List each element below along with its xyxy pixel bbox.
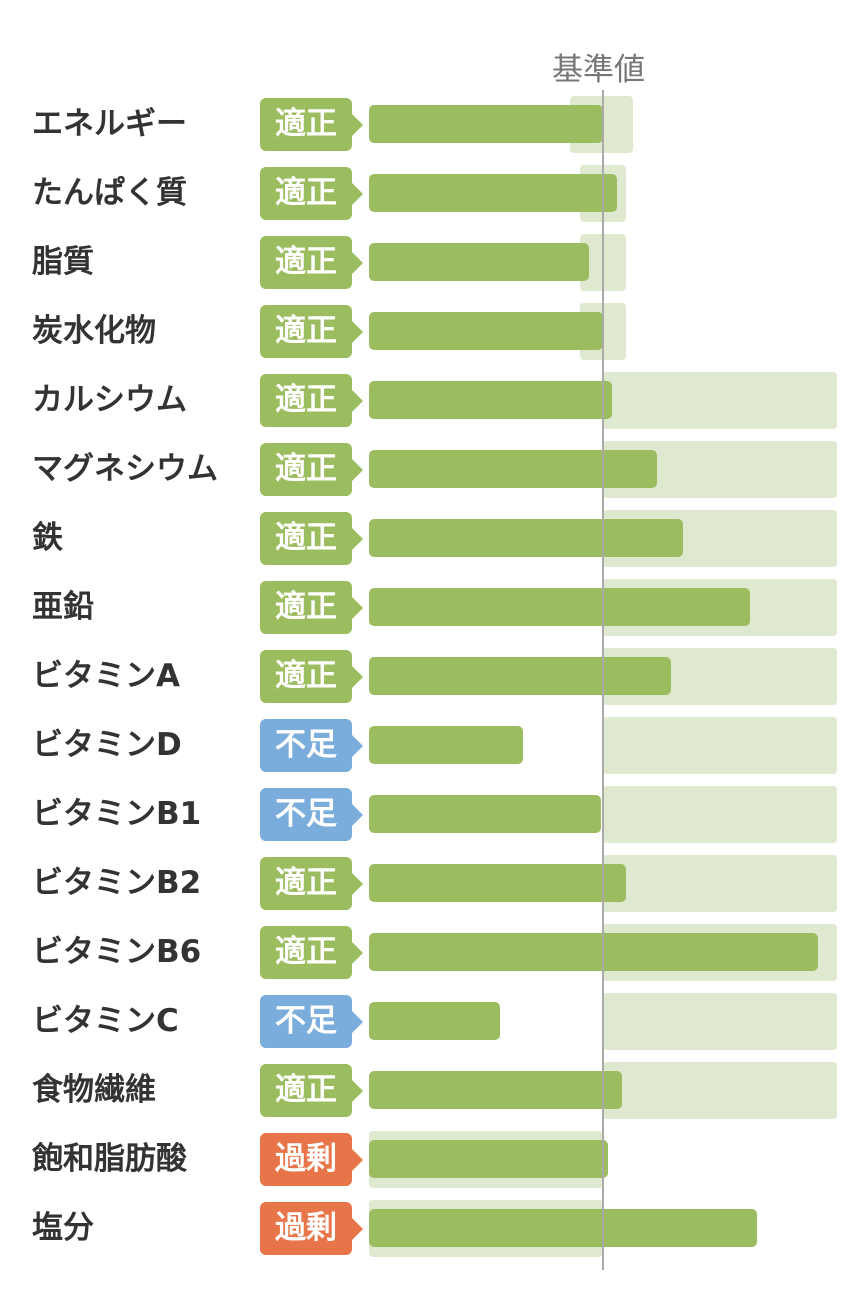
nutrient-label: 亜鉛 — [32, 589, 94, 625]
nutrient-label: 鉄 — [32, 520, 63, 556]
target-range — [603, 855, 837, 912]
nutrient-label: ビタミンD — [32, 727, 182, 763]
status-badge: 適正 — [260, 650, 363, 703]
nutrient-label: 塩分 — [32, 1210, 94, 1246]
value-bar — [369, 1140, 608, 1178]
nutrient-label: ビタミンB6 — [32, 934, 202, 970]
chart-row: 飽和脂肪酸 過剰 — [0, 1125, 868, 1194]
chart-row: 塩分 過剰 — [0, 1194, 868, 1263]
chart-row: ビタミンC 不足 — [0, 987, 868, 1056]
value-bar — [369, 105, 603, 143]
nutrient-label: 飽和脂肪酸 — [32, 1141, 187, 1177]
nutrient-label: カルシウム — [32, 382, 187, 418]
value-bar — [369, 1002, 501, 1040]
reference-label: 基準値 — [552, 52, 645, 88]
status-badge: 適正 — [260, 305, 363, 358]
chart-row: ビタミンB1 不足 — [0, 780, 868, 849]
status-badge: 適正 — [260, 926, 363, 979]
status-badge: 適正 — [260, 443, 363, 496]
chart-row: 鉄 適正 — [0, 504, 868, 573]
status-badge: 適正 — [260, 581, 363, 634]
target-range — [603, 993, 837, 1050]
chart-row: エネルギー 適正 — [0, 90, 868, 159]
nutrient-label: たんぱく質 — [32, 175, 187, 211]
status-badge: 適正 — [260, 1064, 363, 1117]
chart-row: ビタミンB6 適正 — [0, 918, 868, 987]
status-badge: 過剰 — [260, 1133, 363, 1186]
value-bar — [369, 381, 613, 419]
nutrient-label: エネルギー — [32, 106, 187, 142]
value-bar — [369, 243, 589, 281]
value-bar — [369, 450, 657, 488]
value-bar — [369, 657, 671, 695]
value-bar — [369, 864, 627, 902]
chart-row: マグネシウム 適正 — [0, 435, 868, 504]
value-bar — [369, 174, 618, 212]
chart-row: 亜鉛 適正 — [0, 573, 868, 642]
status-badge: 適正 — [260, 236, 363, 289]
status-badge: 適正 — [260, 857, 363, 910]
value-bar — [369, 1209, 758, 1247]
target-range — [603, 372, 837, 429]
value-bar — [369, 519, 683, 557]
chart-row: 脂質 適正 — [0, 228, 868, 297]
value-bar — [369, 312, 603, 350]
status-badge: 適正 — [260, 98, 363, 151]
value-bar — [369, 588, 751, 626]
nutrient-label: ビタミンC — [32, 1003, 179, 1039]
status-badge: 不足 — [260, 719, 363, 772]
nutrient-label: ビタミンB1 — [32, 796, 202, 832]
chart-row: ビタミンA 適正 — [0, 642, 868, 711]
target-range — [603, 1062, 837, 1119]
chart-row: ビタミンB2 適正 — [0, 849, 868, 918]
chart-row: 炭水化物 適正 — [0, 297, 868, 366]
chart-row: カルシウム 適正 — [0, 366, 868, 435]
nutrient-label: 炭水化物 — [32, 313, 156, 349]
status-badge: 過剰 — [260, 1202, 363, 1255]
nutrient-label: 脂質 — [32, 244, 94, 280]
status-badge: 不足 — [260, 788, 363, 841]
reference-line — [602, 90, 604, 1270]
target-range — [603, 717, 837, 774]
value-bar — [369, 726, 524, 764]
value-bar — [369, 795, 601, 833]
value-bar — [369, 933, 819, 971]
status-badge: 適正 — [260, 374, 363, 427]
chart-row: 食物繊維 適正 — [0, 1056, 868, 1125]
chart-row: ビタミンD 不足 — [0, 711, 868, 780]
status-badge: 不足 — [260, 995, 363, 1048]
nutrient-label: 食物繊維 — [32, 1072, 156, 1108]
nutrient-label: ビタミンA — [32, 658, 180, 694]
nutrient-label: ビタミンB2 — [32, 865, 202, 901]
value-bar — [369, 1071, 622, 1109]
status-badge: 適正 — [260, 512, 363, 565]
status-badge: 適正 — [260, 167, 363, 220]
target-range — [603, 786, 837, 843]
nutrient-label: マグネシウム — [32, 451, 218, 487]
chart-row: たんぱく質 適正 — [0, 159, 868, 228]
